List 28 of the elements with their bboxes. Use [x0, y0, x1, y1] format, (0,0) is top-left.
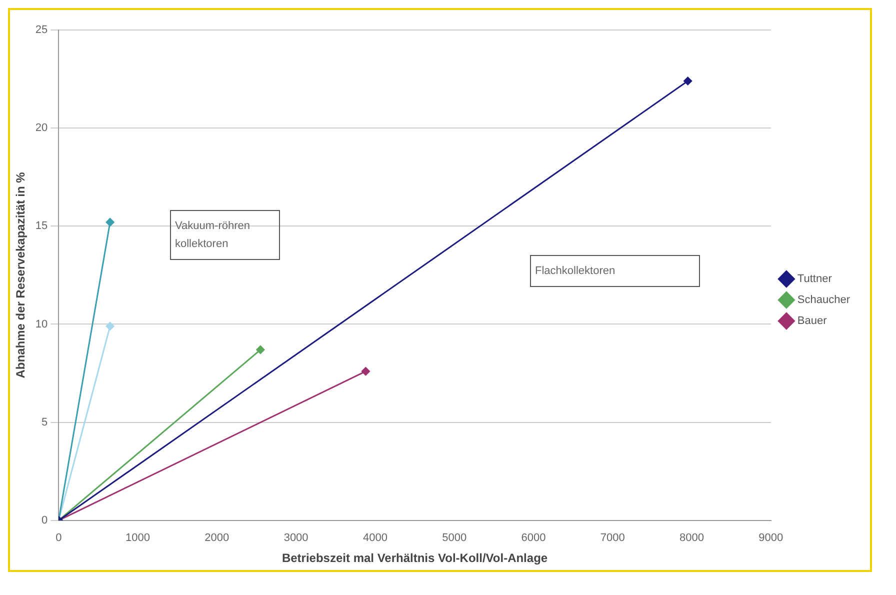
y-tick-label: 20 — [35, 122, 48, 134]
y-tick-label: 0 — [42, 514, 48, 526]
x-tick-label: 7000 — [600, 532, 625, 544]
annotation: Flachkollektoren — [530, 255, 700, 287]
point — [361, 367, 370, 376]
x-tick-label: 0 — [56, 532, 62, 544]
x-tick-label: 1000 — [126, 532, 150, 544]
legend-label: Bauer — [797, 315, 828, 328]
x-axis-title: Betriebszeit mal Verhältnis Vol-Koll/Vol-Anlage — [282, 551, 548, 566]
y-axis-title: Abnahme der Reservekapazität in % — [14, 172, 28, 378]
point — [106, 322, 114, 330]
y-tick-label: 10 — [35, 318, 48, 330]
x-tick-label: 6000 — [521, 532, 546, 544]
y-tick-label: 5 — [42, 416, 48, 428]
annotation: Vakuum-röhren kollektoren — [170, 210, 280, 260]
point — [684, 76, 692, 86]
point — [106, 218, 114, 226]
x-tick-label: 5000 — [442, 532, 467, 544]
y-tick-label: 25 — [35, 24, 48, 36]
point — [256, 345, 265, 354]
x-tick-label: 9000 — [758, 532, 784, 544]
x-tick-label: 8000 — [680, 532, 704, 544]
y-tick-label: 15 — [35, 220, 48, 232]
legend-label: Schaucher — [797, 294, 850, 306]
x-tick-label: 4000 — [362, 532, 388, 544]
x-tick-label: 3000 — [284, 532, 308, 544]
x-tick-label: 2000 — [204, 532, 230, 544]
legend-label: Tuttner — [797, 273, 832, 286]
